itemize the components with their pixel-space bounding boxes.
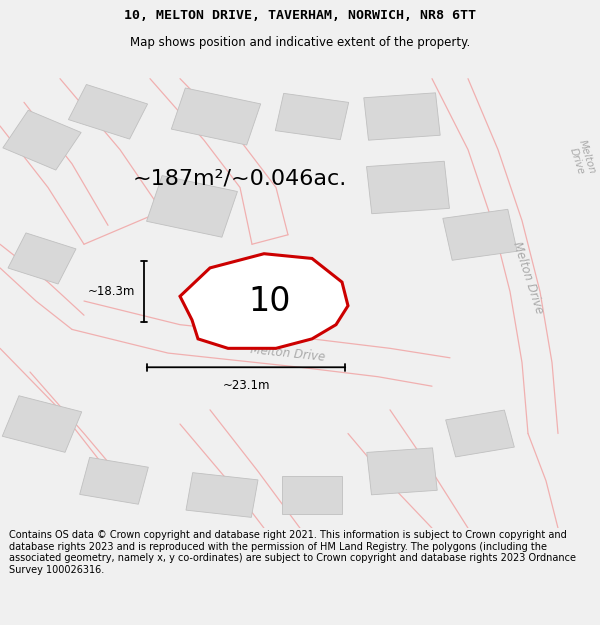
- Text: Melton Drive: Melton Drive: [250, 342, 326, 364]
- Text: Melton Drive: Melton Drive: [510, 239, 546, 315]
- Text: Map shows position and indicative extent of the property.: Map shows position and indicative extent…: [130, 36, 470, 49]
- Text: 10, MELTON DRIVE, TAVERHAM, NORWICH, NR8 6TT: 10, MELTON DRIVE, TAVERHAM, NORWICH, NR8…: [124, 9, 476, 22]
- Polygon shape: [172, 88, 260, 145]
- Polygon shape: [367, 161, 449, 214]
- Polygon shape: [8, 233, 76, 284]
- Polygon shape: [80, 458, 148, 504]
- Text: ~23.1m: ~23.1m: [222, 379, 270, 392]
- Polygon shape: [68, 84, 148, 139]
- Polygon shape: [3, 110, 81, 170]
- Polygon shape: [146, 176, 238, 238]
- Polygon shape: [443, 209, 517, 260]
- Polygon shape: [367, 448, 437, 495]
- Polygon shape: [2, 396, 82, 452]
- Polygon shape: [364, 93, 440, 140]
- Polygon shape: [186, 472, 258, 518]
- Polygon shape: [282, 476, 342, 514]
- Text: ~187m²/~0.046ac.: ~187m²/~0.046ac.: [133, 168, 347, 188]
- Text: ~18.3m: ~18.3m: [88, 285, 135, 298]
- Text: Melton
Drive: Melton Drive: [566, 139, 598, 179]
- Text: 10: 10: [249, 284, 291, 318]
- Text: Contains OS data © Crown copyright and database right 2021. This information is : Contains OS data © Crown copyright and d…: [9, 530, 576, 575]
- Polygon shape: [446, 410, 514, 457]
- Polygon shape: [180, 254, 348, 348]
- Polygon shape: [275, 93, 349, 139]
